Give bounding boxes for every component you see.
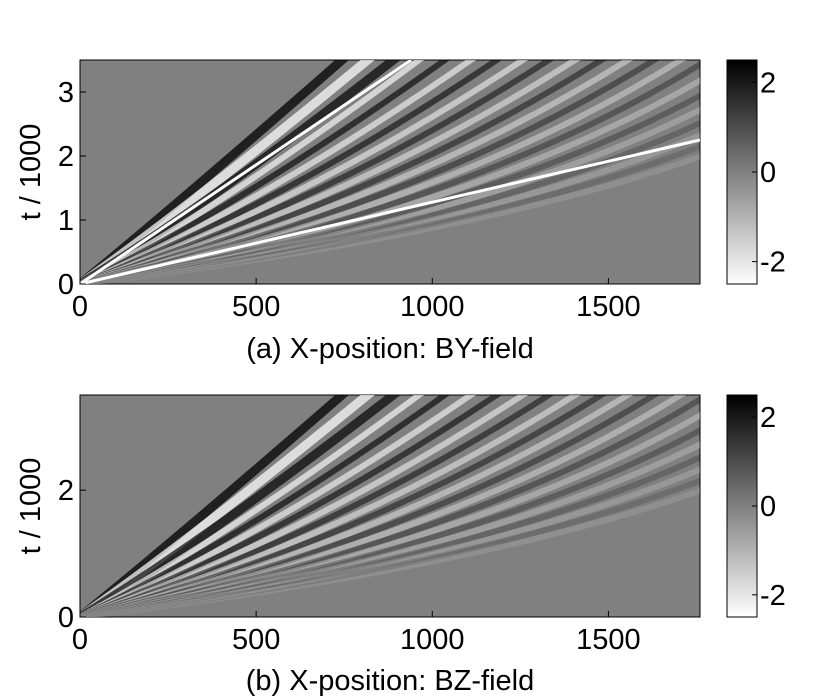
light-wave-band <box>80 395 581 617</box>
x-axis: 0 500 1000 1500 <box>72 278 641 323</box>
light-wave-band <box>80 395 634 617</box>
dark-wave-band <box>80 477 700 617</box>
light-wave-band <box>80 60 634 284</box>
x-tick-label: 0 <box>72 291 88 323</box>
y-axis: 02 <box>58 475 86 634</box>
dark-wave-band <box>80 454 700 617</box>
dark-wave-band <box>80 60 700 284</box>
colorbar-tick-label: 0 <box>760 491 776 523</box>
colorbar-tick-label: -2 <box>760 247 786 279</box>
panel-b: 0 500 1000 1500 02 (b) X-position: BZ-field… <box>15 394 786 697</box>
light-wave-band <box>80 60 581 284</box>
x-tick-label: 500 <box>232 291 280 323</box>
y-tick-label: 2 <box>58 141 74 173</box>
dark-wave-band <box>80 60 555 284</box>
overlay-lines <box>80 60 700 284</box>
x-axis: 0 500 1000 1500 <box>72 611 641 656</box>
x-tick-label: 1500 <box>576 291 641 323</box>
light-wave-band <box>80 466 700 617</box>
wave-stripes <box>80 395 700 617</box>
colorbar-tick-label: 2 <box>760 67 776 99</box>
y-axis: 0 1 2 3 <box>58 77 86 301</box>
light-wave-band <box>80 395 687 617</box>
y-tick-label: 1 <box>58 205 74 237</box>
y-tick-label: 2 <box>58 475 74 507</box>
y-axis-label: t / 1000 <box>15 124 47 221</box>
y-axis-label: t / 1000 <box>15 458 47 555</box>
light-wave-band <box>80 77 700 284</box>
dark-wave-band <box>80 92 700 284</box>
x-tick-label: 500 <box>232 624 280 656</box>
y-tick-label: 0 <box>58 602 74 634</box>
colorbar-tick-label: -2 <box>760 580 786 612</box>
light-wave-band <box>80 131 700 284</box>
colorbar-ticks: 2 0 -2 <box>752 402 786 612</box>
panel-a: 0 500 1000 1500 0 1 2 3 (a) X-position: BY-fie… <box>15 59 786 365</box>
dark-wave-band <box>80 119 700 284</box>
overlay-line <box>80 60 412 284</box>
dark-wave-band <box>80 395 555 617</box>
light-wave-band <box>80 106 700 284</box>
x-tick-label: 1500 <box>576 624 641 656</box>
y-tick-label: 0 <box>58 269 74 301</box>
colorbar-tick-label: 0 <box>760 157 776 189</box>
overlay-line <box>80 138 700 284</box>
colorbar-ticks: 2 0 -2 <box>752 67 786 279</box>
y-tick-label: 3 <box>58 77 74 109</box>
dark-wave-band <box>80 143 700 284</box>
light-wave-band <box>80 411 700 617</box>
dark-wave-band <box>80 395 700 617</box>
x-tick-label: 0 <box>72 624 88 656</box>
dark-wave-band <box>80 426 700 617</box>
colorbar-tick-label: 2 <box>760 402 776 434</box>
x-tick-label: 1000 <box>400 624 465 656</box>
x-axis-label: (a) X-position: BY-field <box>246 333 533 365</box>
light-wave-band <box>80 487 700 617</box>
light-wave-band <box>80 441 700 617</box>
x-axis-label: (b) X-position: BZ-field <box>246 665 535 697</box>
dark-wave-band <box>80 395 608 617</box>
x-tick-label: 1000 <box>400 291 465 323</box>
dark-wave-band <box>80 395 660 617</box>
light-wave-band <box>80 153 700 284</box>
dark-wave-band <box>80 60 607 284</box>
